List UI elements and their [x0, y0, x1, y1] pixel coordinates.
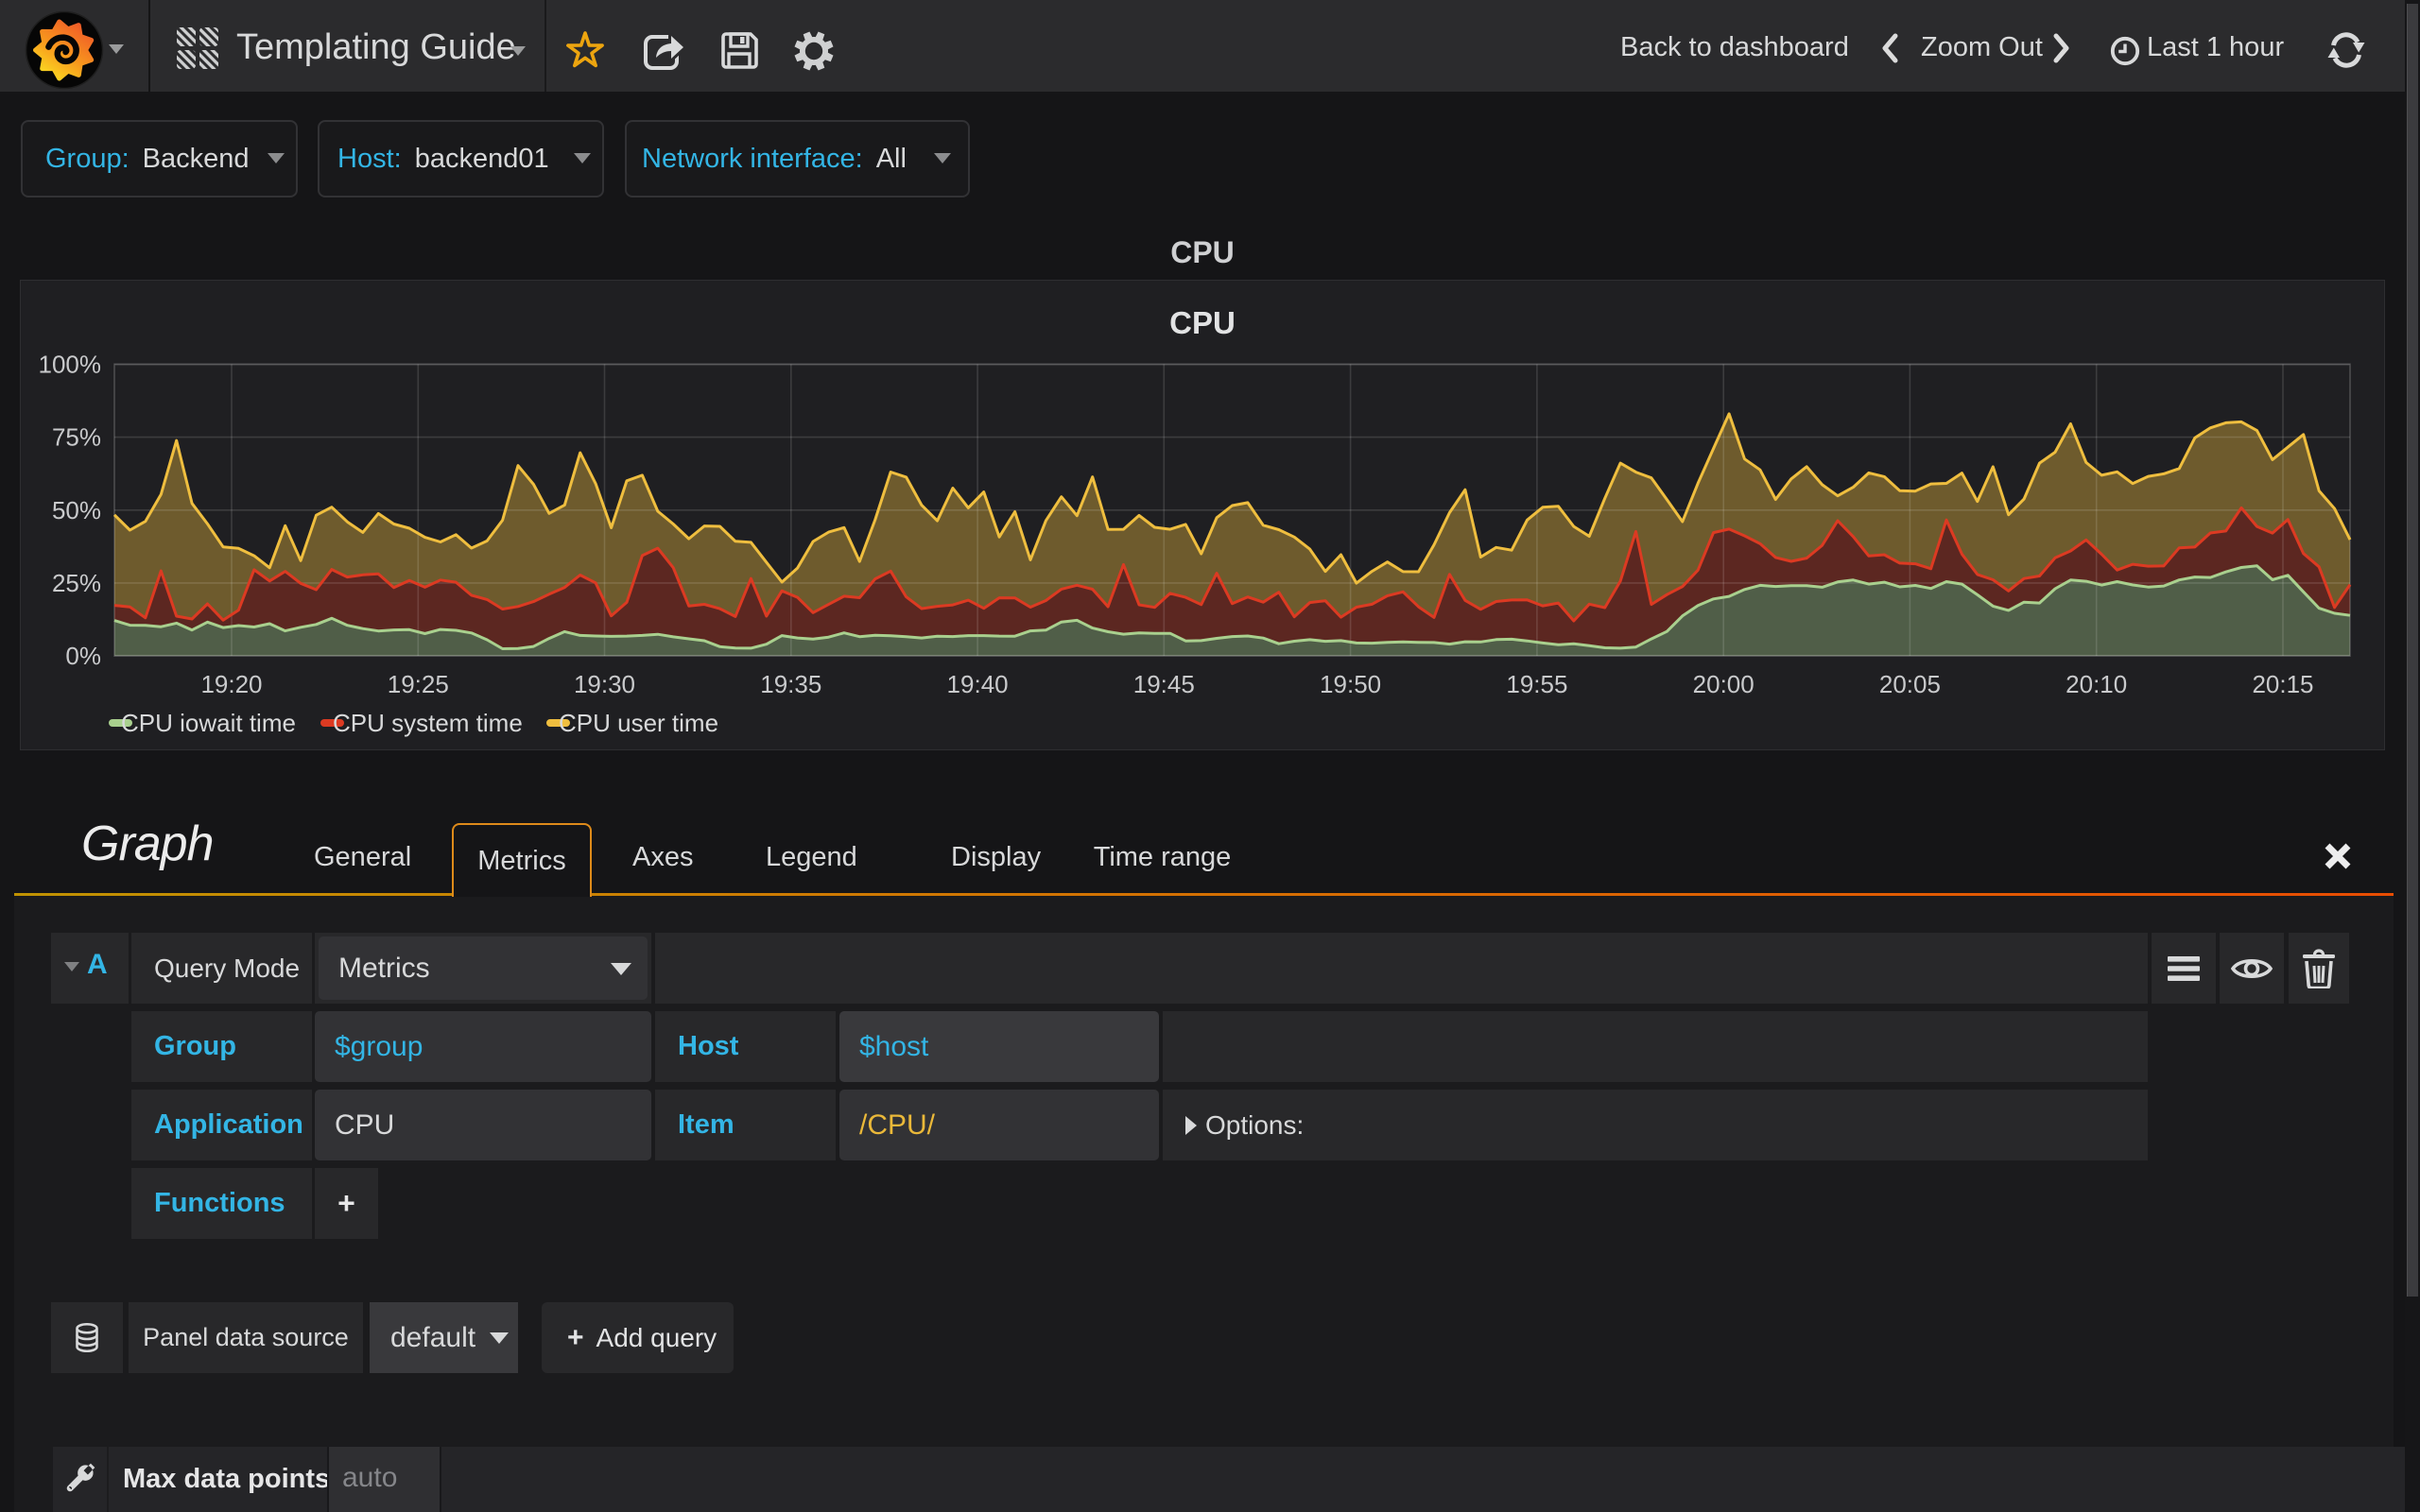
svg-text:50%: 50% [52, 496, 101, 524]
svg-text:20:15: 20:15 [2252, 670, 2313, 698]
svg-text:20:10: 20:10 [2066, 670, 2127, 698]
svg-text:CPU iowait time: CPU iowait time [121, 709, 296, 737]
svg-text:19:25: 19:25 [388, 670, 449, 698]
svg-text:100%: 100% [39, 351, 102, 379]
svg-text:19:55: 19:55 [1506, 670, 1567, 698]
svg-text:19:50: 19:50 [1320, 670, 1381, 698]
svg-text:20:00: 20:00 [1693, 670, 1754, 698]
svg-text:20:05: 20:05 [1879, 670, 1941, 698]
svg-text:75%: 75% [52, 423, 101, 452]
svg-text:0%: 0% [65, 642, 101, 670]
svg-text:CPU system time: CPU system time [333, 709, 523, 737]
svg-text:19:45: 19:45 [1133, 670, 1195, 698]
svg-text:19:35: 19:35 [760, 670, 821, 698]
svg-text:19:20: 19:20 [200, 670, 262, 698]
svg-text:CPU user time: CPU user time [559, 709, 718, 737]
svg-text:19:30: 19:30 [574, 670, 635, 698]
svg-text:25%: 25% [52, 569, 101, 597]
svg-text:19:40: 19:40 [947, 670, 1009, 698]
